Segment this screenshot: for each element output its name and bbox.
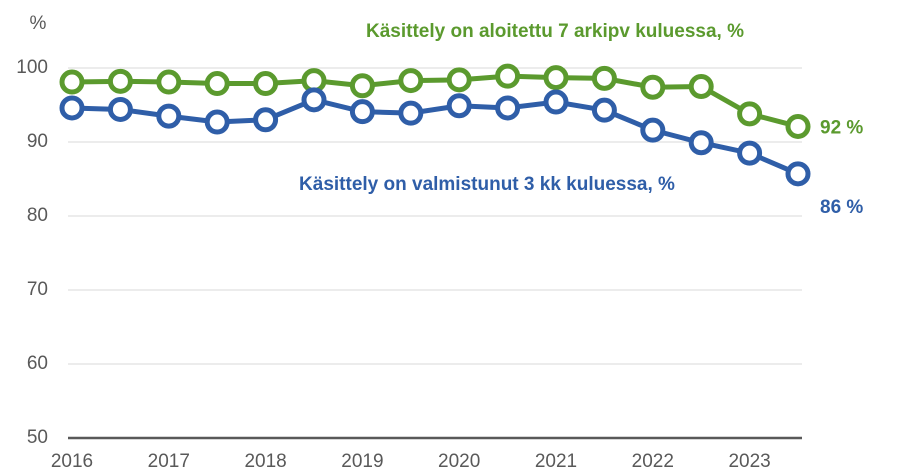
point xyxy=(349,99,375,125)
point xyxy=(737,140,763,166)
point xyxy=(59,95,85,121)
data-label: 86 % xyxy=(820,197,863,218)
point xyxy=(640,74,666,100)
series-line xyxy=(71,73,799,129)
point xyxy=(446,67,472,93)
x-tick-label: 2021 xyxy=(535,451,577,472)
y-tick-label: 90 xyxy=(27,131,48,152)
y-tick-label: 60 xyxy=(27,353,48,374)
point xyxy=(688,130,714,156)
point xyxy=(543,89,569,115)
point xyxy=(156,69,182,95)
point xyxy=(446,93,472,119)
point xyxy=(204,109,230,135)
point xyxy=(253,71,279,97)
point xyxy=(59,69,85,95)
x-tick-label: 2016 xyxy=(51,451,93,472)
point xyxy=(349,73,375,99)
point xyxy=(688,74,714,99)
x-tick-label: 2020 xyxy=(438,451,480,472)
x-tick-label: 2017 xyxy=(148,451,190,472)
point xyxy=(640,117,666,143)
point xyxy=(204,71,230,97)
point xyxy=(737,101,763,127)
x-tick-label: 2019 xyxy=(341,451,383,472)
point xyxy=(107,68,133,94)
point xyxy=(785,113,811,139)
x-tick-label: 2023 xyxy=(728,451,770,472)
point xyxy=(156,103,182,129)
point xyxy=(785,161,811,187)
legend-label: Käsittely on aloitettu 7 arkipv kuluessa… xyxy=(366,21,744,42)
y-tick-label: 100 xyxy=(16,57,48,78)
point xyxy=(543,65,569,91)
point xyxy=(398,68,424,94)
series-line xyxy=(71,97,799,177)
x-tick-label: 2018 xyxy=(244,451,286,472)
legend-label: Käsittely on valmistunut 3 kk kuluessa, … xyxy=(299,174,675,195)
point xyxy=(107,96,133,122)
point xyxy=(253,107,279,133)
point xyxy=(591,97,617,123)
point xyxy=(591,65,617,91)
point xyxy=(301,87,327,113)
y-axis-label: % xyxy=(30,13,47,34)
y-tick-label: 50 xyxy=(27,427,48,448)
y-tick-label: 70 xyxy=(27,279,48,300)
point xyxy=(398,100,424,126)
data-label: 92 % xyxy=(820,117,863,138)
point xyxy=(495,95,521,121)
point xyxy=(495,63,521,89)
x-tick-label: 2022 xyxy=(632,451,674,472)
y-tick-label: 80 xyxy=(27,205,48,226)
